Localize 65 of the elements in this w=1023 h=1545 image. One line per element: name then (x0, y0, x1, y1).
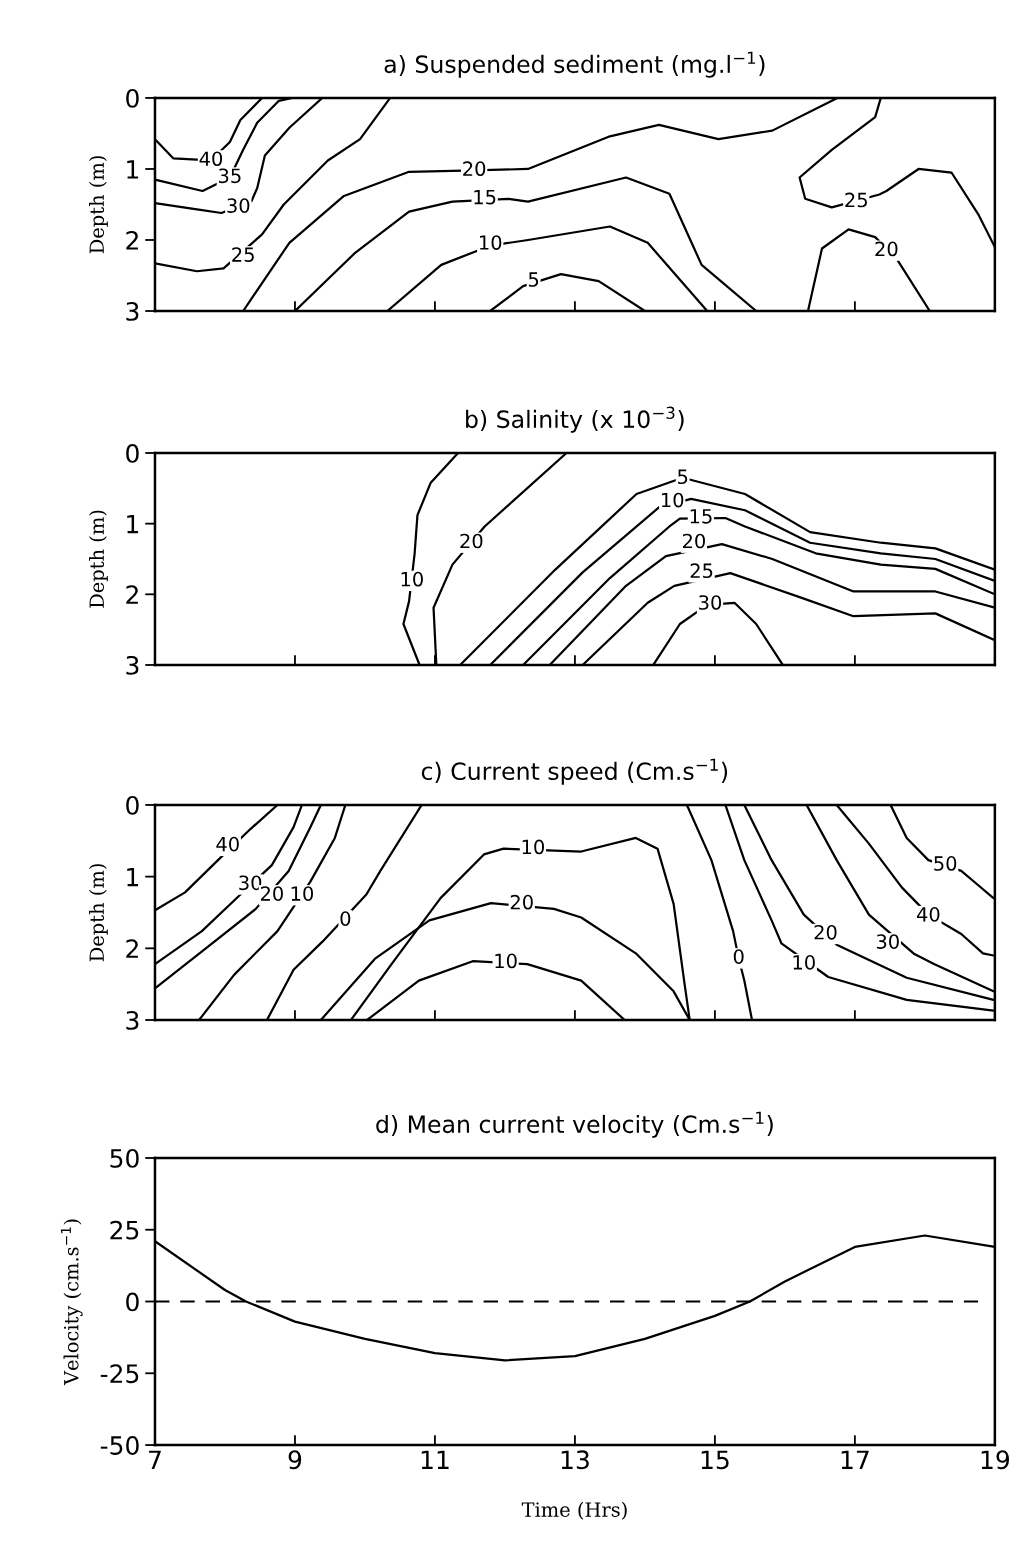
chart-title: d) Mean current velocity (Cm.s$^{−1}$) (376, 1111, 773, 1138)
annotation: 5 (678, 469, 688, 485)
x-tick-label: 13 (561, 1450, 589, 1470)
x-tick-label: 11 (421, 1450, 449, 1469)
chart-title: b) Salinity (x 10$^{−3}$) (466, 406, 684, 433)
y-tick-label: 25 (110, 1220, 139, 1240)
annotation: 25 (232, 247, 254, 262)
annotation: 40 (216, 836, 239, 852)
y-tick-label: 1 (127, 514, 139, 534)
annotation: 40 (199, 151, 223, 167)
y-tick-label: 0 (126, 1292, 139, 1312)
annotation: 10 (495, 953, 517, 969)
x-tick-label: 17 (841, 1450, 869, 1469)
annotation: 10 (522, 839, 545, 855)
annotation: 20 (682, 533, 705, 549)
annotation: 5 (528, 272, 539, 287)
chart-title: a) Suspended sediment (mg.l$^{−1}$) (384, 51, 765, 78)
annotation: 20 (463, 161, 486, 177)
y-axis-title: Depth (m) (89, 510, 108, 608)
annotation: 10 (291, 886, 314, 901)
y-axis-title: Depth (m) (89, 864, 108, 962)
annotation: 0 (340, 911, 351, 926)
annotation: 30 (239, 875, 262, 891)
y-tick-label: 0 (126, 88, 139, 108)
y-tick-label: 2 (126, 230, 138, 250)
annotation: 30 (227, 198, 250, 213)
y-tick-label: 50 (110, 1148, 139, 1168)
x-tick-label: 15 (701, 1450, 729, 1470)
y-axis-title: Depth (m) (89, 156, 108, 254)
annotation: 35 (218, 168, 241, 184)
x-tick-label: 9 (288, 1450, 302, 1470)
annotation: 10 (480, 235, 502, 250)
y-tick-label: -50 (100, 1435, 139, 1455)
y-tick-label: 2 (126, 585, 138, 604)
annotation: 20 (460, 533, 483, 549)
x-tick-label: 19 (981, 1450, 1010, 1470)
annotation: 25 (690, 563, 713, 579)
y-tick-label: 3 (126, 301, 139, 321)
annotation: 15 (474, 189, 496, 205)
x-axis-title: Time (Hrs) (521, 1501, 627, 1520)
annotation: 20 (510, 894, 533, 910)
annotation: 10 (661, 492, 684, 508)
annotation: 0 (733, 949, 744, 964)
chart-title: c) Current speed (Cm.s$^{−1}$) (421, 758, 728, 785)
y-tick-label: 2 (126, 939, 138, 958)
y-tick-label: 1 (127, 160, 139, 179)
y-tick-label: 1 (127, 867, 139, 887)
y-tick-label: -25 (100, 1364, 139, 1384)
annotation: 50 (934, 856, 957, 871)
y-tick-label: 0 (126, 795, 139, 815)
y-axis-title: Velocity (cm.s$^{−1}$) (60, 1219, 83, 1386)
annotation: 40 (916, 907, 940, 922)
annotation: 10 (793, 955, 815, 970)
annotation: 20 (875, 241, 898, 257)
y-tick-label: 3 (126, 655, 139, 675)
annotation: 20 (260, 886, 283, 901)
x-tick-label: 7 (149, 1450, 161, 1469)
annotation: 10 (401, 571, 423, 587)
annotation: 15 (690, 509, 712, 524)
annotation: 30 (876, 934, 899, 949)
annotation: 30 (699, 595, 722, 610)
annotation: 25 (845, 192, 867, 208)
y-tick-label: 0 (126, 443, 139, 463)
annotation: 20 (814, 924, 837, 940)
y-tick-label: 3 (126, 1010, 139, 1030)
